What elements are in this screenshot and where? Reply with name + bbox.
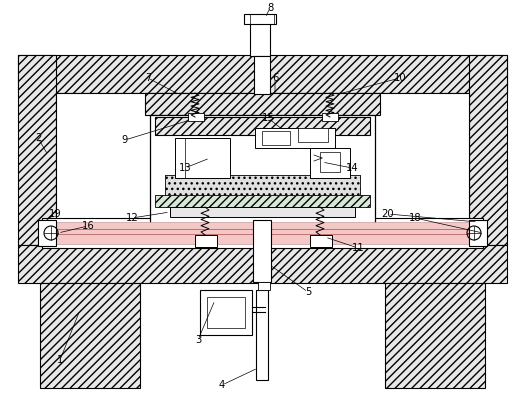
Bar [56,93,469,245]
Bar [18,55,56,245]
Bar [200,290,252,335]
Text: 19: 19 [49,209,61,219]
Text: 2: 2 [35,133,41,143]
Bar [385,283,485,388]
Bar [18,245,507,283]
Text: 8: 8 [267,3,273,13]
Bar [170,207,355,217]
Bar [298,128,328,142]
Text: 1: 1 [57,355,63,365]
Bar [165,175,360,195]
Text: 7: 7 [145,73,151,83]
Text: 6: 6 [272,73,278,83]
Text: 4: 4 [219,380,225,390]
Bar [258,282,270,290]
Bar [262,131,290,145]
Bar [165,175,360,195]
Bar [469,55,507,245]
Text: 20: 20 [382,209,394,219]
Bar [310,148,350,178]
Text: 16: 16 [81,221,94,231]
Bar [52,222,473,244]
Bar [18,55,507,93]
Text: 10: 10 [394,73,406,83]
Bar [250,18,270,56]
Bar [188,113,204,121]
Text: 13: 13 [178,163,191,173]
Bar [195,235,217,247]
Bar [255,128,335,148]
Text: 12: 12 [125,213,139,223]
Bar [469,220,487,246]
Text: 15: 15 [261,113,275,123]
Bar [322,113,338,121]
Bar [145,93,380,115]
Text: 5: 5 [305,287,311,297]
Text: 11: 11 [352,243,364,253]
Bar [175,138,230,178]
Text: 9: 9 [122,135,128,145]
Bar [253,220,271,282]
Bar [155,117,370,135]
Bar [320,152,340,172]
Bar [40,283,140,388]
Bar [207,297,245,328]
Bar [155,195,370,207]
Bar [244,14,276,24]
Bar [38,220,56,246]
Text: 14: 14 [345,163,358,173]
Text: 18: 18 [408,213,421,223]
Bar [310,235,332,247]
Bar [254,56,270,94]
Text: 3: 3 [195,335,201,345]
Bar [42,218,483,248]
Bar [256,290,268,380]
Bar [150,115,375,230]
